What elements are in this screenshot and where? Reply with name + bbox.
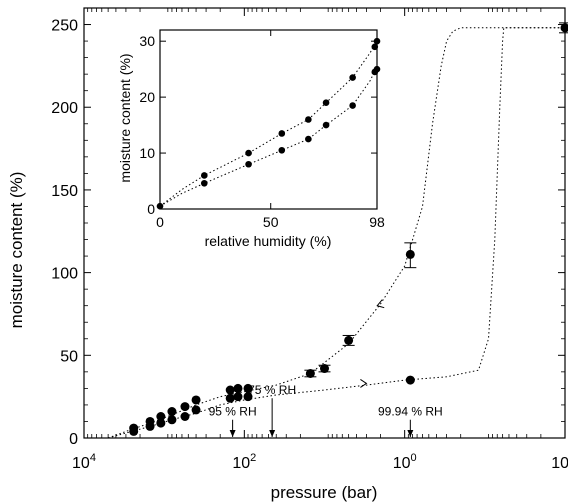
y-tick-label: 0 xyxy=(69,431,78,448)
inset-y-tick-label: 30 xyxy=(139,33,155,49)
data-point xyxy=(405,249,415,259)
lower-dotted-curve xyxy=(107,27,565,439)
upper-curve-arrow xyxy=(376,299,385,309)
rh-arrow-head xyxy=(269,430,276,437)
x-tick-label: 100 xyxy=(393,452,417,472)
inset-data-point xyxy=(305,116,312,123)
inset-data-point xyxy=(322,121,330,129)
x-tick-label: 102 xyxy=(232,452,256,472)
inset-data-point xyxy=(349,102,356,109)
inset-x-tick-label: 50 xyxy=(263,214,279,230)
y-axis-label: moisture content (%) xyxy=(7,172,26,329)
rh-annotation: 75 % RH xyxy=(248,383,296,397)
data-point xyxy=(167,407,177,417)
inset-x-axis-label: relative humidity (%) xyxy=(205,233,332,249)
inset-x-tick-label: 0 xyxy=(156,214,164,230)
x-tick-label: 10-2 xyxy=(551,452,568,472)
inset-data-point xyxy=(322,99,330,107)
y-tick-label: 100 xyxy=(51,266,78,283)
data-point xyxy=(233,383,243,393)
inset-data-point xyxy=(245,149,252,157)
data-point xyxy=(156,412,166,421)
rh-arrow-head xyxy=(229,430,236,437)
data-point xyxy=(243,383,253,393)
inset-data-point xyxy=(305,135,312,143)
lower-curve-arrow xyxy=(360,379,368,388)
inset-frame xyxy=(159,29,378,210)
rh-annotation: 99.94 % RH xyxy=(378,405,443,419)
inset-data-point xyxy=(349,74,356,81)
inset-data-point xyxy=(200,179,208,187)
rh-annotation: 95 % RH xyxy=(209,405,257,419)
x-axis-label: pressure (bar) xyxy=(271,483,378,502)
inset-plot: 0 10 20 30 0 50 98 xyxy=(139,29,385,230)
inset-y-tick-label: 0 xyxy=(147,201,155,217)
data-point xyxy=(243,392,253,402)
data-point xyxy=(305,369,315,378)
inset-data-point xyxy=(371,43,379,51)
inset-y-axis-label: moisture content (%) xyxy=(117,53,133,182)
data-point xyxy=(167,415,177,425)
data-point xyxy=(320,364,329,374)
inset-data-point xyxy=(373,37,381,45)
data-point xyxy=(560,23,568,33)
data-point xyxy=(180,402,190,412)
inset-y-tick-label: 10 xyxy=(139,145,155,161)
y-tick-label: 50 xyxy=(60,348,78,365)
inset-lower-dotted-curve xyxy=(159,66,378,207)
y-tick-label: 150 xyxy=(51,183,78,200)
data-point xyxy=(156,418,166,428)
inset-data-point xyxy=(200,172,208,179)
data-point xyxy=(233,392,243,402)
y-tick-label: 200 xyxy=(51,100,78,117)
data-point xyxy=(180,412,190,421)
data-point xyxy=(344,335,354,345)
data-point xyxy=(145,421,155,431)
inset-data-point xyxy=(156,202,164,210)
rh-arrow-head xyxy=(407,430,414,437)
inset-x-tick-label: 98 xyxy=(369,214,385,230)
inset-y-tick-label: 20 xyxy=(139,89,155,105)
inset-data-point xyxy=(278,146,286,154)
data-point xyxy=(225,385,235,395)
data-point xyxy=(191,405,201,415)
x-tick-label: 104 xyxy=(72,452,96,472)
data-point xyxy=(405,375,415,385)
y-tick-label: 250 xyxy=(51,18,78,35)
inset-data-point xyxy=(373,65,381,73)
inset-data-point xyxy=(245,160,252,168)
data-point xyxy=(191,395,201,405)
data-point xyxy=(129,426,139,436)
inset-upper-dotted-curve xyxy=(159,38,378,207)
inset-data-point xyxy=(278,130,286,137)
data-point xyxy=(225,393,235,403)
